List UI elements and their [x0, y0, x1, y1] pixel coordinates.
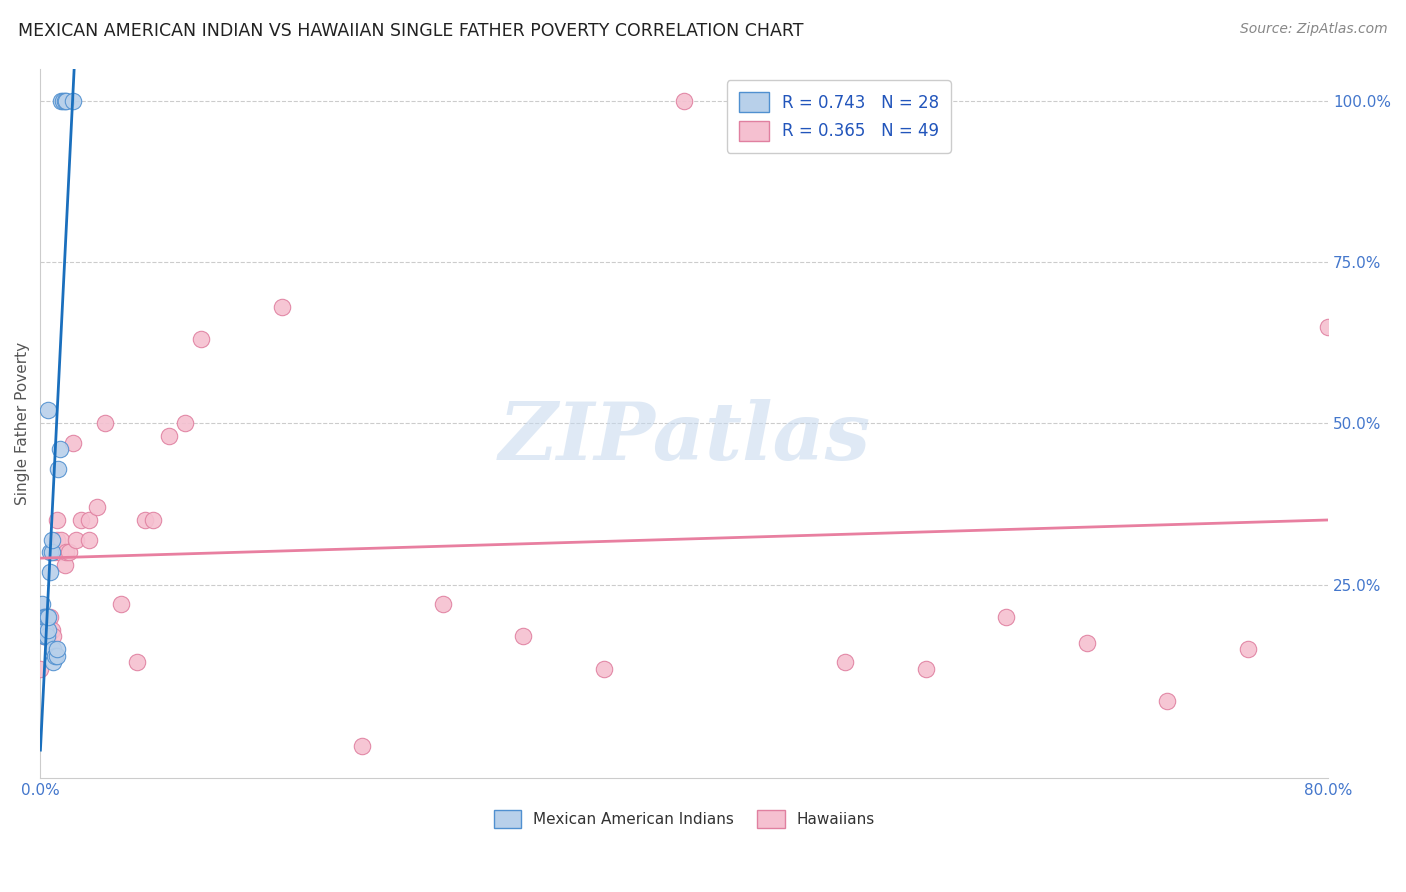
- Point: [51, 533, 73, 547]
- Point: [52, 94, 75, 108]
- Point: [45, 648, 67, 663]
- Point: [37, 623, 59, 637]
- Point: [995, 610, 1018, 624]
- Text: ZIPatlas: ZIPatlas: [498, 399, 870, 476]
- Point: [53, 558, 76, 573]
- Point: [45, 533, 67, 547]
- Point: [673, 94, 696, 108]
- Point: [45, 642, 67, 657]
- Point: [30, 661, 52, 675]
- Point: [53, 94, 76, 108]
- Point: [125, 655, 148, 669]
- Point: [754, 94, 776, 108]
- Point: [41, 623, 63, 637]
- Point: [110, 597, 132, 611]
- Point: [65, 533, 87, 547]
- Point: [62, 435, 84, 450]
- Point: [39, 565, 62, 579]
- Point: [37, 403, 59, 417]
- Point: [35, 610, 58, 624]
- Point: [42, 629, 65, 643]
- Point: [914, 661, 936, 675]
- Point: [42, 642, 65, 657]
- Point: [31, 623, 53, 637]
- Point: [512, 629, 534, 643]
- Point: [34, 629, 56, 643]
- Point: [34, 623, 56, 637]
- Point: [174, 417, 197, 431]
- Legend: Mexican American Indians, Hawaiians: Mexican American Indians, Hawaiians: [488, 804, 882, 834]
- Point: [190, 333, 212, 347]
- Point: [77, 533, 100, 547]
- Point: [34, 610, 56, 624]
- Point: [37, 629, 59, 643]
- Point: [1236, 642, 1258, 657]
- Point: [62, 94, 84, 108]
- Point: [35, 623, 58, 637]
- Point: [41, 545, 63, 559]
- Point: [35, 610, 58, 624]
- Point: [432, 597, 454, 611]
- Point: [94, 417, 117, 431]
- Point: [55, 94, 77, 108]
- Text: MEXICAN AMERICAN INDIAN VS HAWAIIAN SINGLE FATHER POVERTY CORRELATION CHART: MEXICAN AMERICAN INDIAN VS HAWAIIAN SING…: [18, 22, 804, 40]
- Point: [32, 629, 55, 643]
- Point: [48, 545, 70, 559]
- Point: [48, 442, 70, 457]
- Point: [34, 610, 56, 624]
- Point: [46, 461, 69, 475]
- Point: [37, 610, 59, 624]
- Point: [134, 513, 156, 527]
- Point: [1317, 319, 1340, 334]
- Point: [270, 300, 292, 314]
- Y-axis label: Single Father Poverty: Single Father Poverty: [15, 342, 30, 505]
- Point: [35, 629, 58, 643]
- Point: [44, 648, 66, 663]
- Point: [86, 500, 108, 515]
- Point: [39, 610, 62, 624]
- Point: [69, 513, 91, 527]
- Text: Source: ZipAtlas.com: Source: ZipAtlas.com: [1240, 22, 1388, 37]
- Point: [31, 610, 53, 624]
- Point: [1076, 636, 1098, 650]
- Point: [55, 545, 77, 559]
- Point: [31, 597, 53, 611]
- Point: [592, 661, 614, 675]
- Point: [32, 610, 55, 624]
- Point: [44, 545, 66, 559]
- Point: [157, 429, 180, 443]
- Point: [142, 513, 165, 527]
- Point: [31, 610, 53, 624]
- Point: [34, 629, 56, 643]
- Point: [42, 655, 65, 669]
- Point: [32, 629, 55, 643]
- Point: [352, 739, 374, 753]
- Point: [41, 533, 63, 547]
- Point: [32, 610, 55, 624]
- Point: [39, 545, 62, 559]
- Point: [77, 513, 100, 527]
- Point: [45, 513, 67, 527]
- Point: [834, 655, 856, 669]
- Point: [1156, 694, 1178, 708]
- Point: [58, 545, 80, 559]
- Point: [51, 94, 73, 108]
